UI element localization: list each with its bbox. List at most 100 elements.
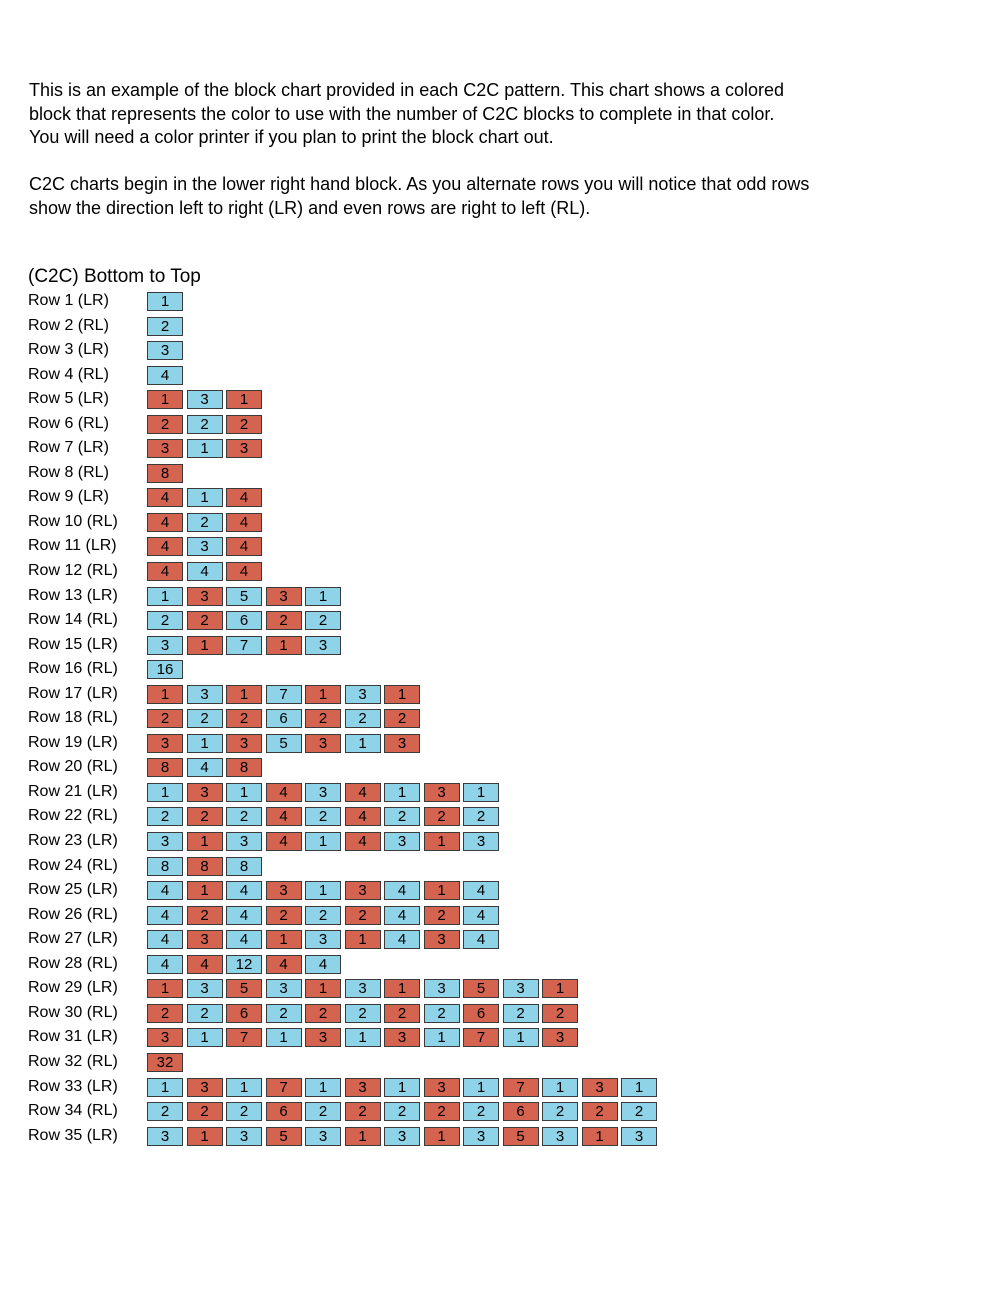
row-label: Row 31 (LR) xyxy=(28,1028,118,1046)
red-block: 2 xyxy=(186,1102,223,1122)
red-block: 1 xyxy=(344,930,381,950)
blue-block: 1 xyxy=(542,1077,578,1097)
red-block: 6 xyxy=(502,1102,539,1122)
blue-block: 1 xyxy=(502,1028,539,1048)
blue-block: 1 xyxy=(463,782,499,802)
blue-block: 2 xyxy=(147,807,183,827)
red-block: 4 xyxy=(147,512,183,532)
row-blocks: 32 xyxy=(147,1052,187,1072)
blue-block: 1 xyxy=(621,1077,657,1097)
blue-block: 1 xyxy=(226,782,262,802)
blue-block: 3 xyxy=(147,832,183,852)
blue-block: 4 xyxy=(226,905,262,925)
red-block: 3 xyxy=(581,1077,618,1097)
red-block: 2 xyxy=(226,414,262,434)
red-block: 4 xyxy=(265,807,302,827)
row-label: Row 18 (RL) xyxy=(28,709,118,727)
blue-block: 3 xyxy=(147,341,183,361)
blue-block: 1 xyxy=(305,881,341,901)
red-block: 1 xyxy=(186,881,223,901)
blue-block: 1 xyxy=(384,782,420,802)
red-block: 3 xyxy=(147,439,183,459)
red-block: 2 xyxy=(305,1003,341,1023)
row-label: Row 16 (RL) xyxy=(28,660,118,678)
red-block: 4 xyxy=(344,807,381,827)
blue-block: 2 xyxy=(344,1003,381,1023)
red-block: 1 xyxy=(147,390,183,410)
row-label: Row 17 (LR) xyxy=(28,684,118,702)
blue-block: 1 xyxy=(147,1077,183,1097)
red-block: 2 xyxy=(423,807,460,827)
row-label: Row 33 (LR) xyxy=(28,1077,118,1095)
row-label: Row 3 (LR) xyxy=(28,341,109,359)
row-label: Row 5 (LR) xyxy=(28,390,109,408)
row-label: Row 34 (RL) xyxy=(28,1102,118,1120)
blue-block: 8 xyxy=(226,856,262,876)
red-block: 3 xyxy=(265,881,302,901)
red-block: 6 xyxy=(463,1003,499,1023)
row-label: Row 11 (LR) xyxy=(28,537,117,555)
red-block: 4 xyxy=(265,954,302,974)
red-block: 3 xyxy=(186,930,223,950)
red-block: 2 xyxy=(581,1102,618,1122)
row-label: Row 22 (RL) xyxy=(28,807,118,825)
row-label: Row 27 (LR) xyxy=(28,930,118,948)
blue-block: 4 xyxy=(384,905,420,925)
red-block: 4 xyxy=(226,512,262,532)
red-block: 3 xyxy=(344,881,381,901)
red-block: 8 xyxy=(226,758,262,778)
red-block: 1 xyxy=(186,635,223,655)
blue-block: 4 xyxy=(226,930,262,950)
red-block: 4 xyxy=(226,562,262,582)
row-label: Row 19 (LR) xyxy=(28,733,118,751)
blue-block: 3 xyxy=(147,1126,183,1146)
row-label: Row 2 (RL) xyxy=(28,316,109,334)
red-block: 2 xyxy=(186,611,223,631)
blue-block: 4 xyxy=(463,930,499,950)
blue-block: 3 xyxy=(186,390,223,410)
blue-block: 3 xyxy=(186,684,223,704)
blue-block: 1 xyxy=(186,439,223,459)
red-block: 1 xyxy=(226,684,262,704)
red-block: 2 xyxy=(423,1102,460,1122)
blue-block: 1 xyxy=(305,832,341,852)
red-block: 3 xyxy=(384,733,420,753)
red-block: 2 xyxy=(186,807,223,827)
blue-block: 2 xyxy=(147,611,183,631)
red-block: 3 xyxy=(305,1028,341,1048)
red-block: 1 xyxy=(423,832,460,852)
blue-block: 2 xyxy=(621,1102,657,1122)
chart-title: (C2C) Bottom to Top xyxy=(28,266,201,287)
red-block: 4 xyxy=(265,782,302,802)
row-blocks: 4 xyxy=(147,365,187,385)
blue-block: 1 xyxy=(147,292,183,311)
blue-block: 2 xyxy=(305,611,341,631)
red-block: 2 xyxy=(344,905,381,925)
blue-block: 2 xyxy=(384,1102,420,1122)
blue-block: 1 xyxy=(147,782,183,802)
blue-block: 4 xyxy=(305,954,341,974)
row-label: Row 20 (RL) xyxy=(28,758,118,776)
row-blocks: 16 xyxy=(147,660,187,680)
blue-block: 4 xyxy=(226,881,262,901)
blue-block: 3 xyxy=(621,1126,657,1146)
red-block: 4 xyxy=(226,537,262,557)
row-label: Row 35 (LR) xyxy=(28,1126,118,1144)
red-block: 3 xyxy=(186,586,223,606)
red-block: 3 xyxy=(186,782,223,802)
blue-block: 4 xyxy=(384,930,420,950)
blue-block: 1 xyxy=(344,1028,381,1048)
blue-block: 2 xyxy=(186,1003,223,1023)
intro-paragraph-2: C2C charts begin in the lower right hand… xyxy=(29,174,810,218)
red-block: 6 xyxy=(265,1102,302,1122)
blue-block: 4 xyxy=(384,881,420,901)
blue-block: 3 xyxy=(344,684,381,704)
red-block: 1 xyxy=(384,979,420,999)
red-block: 2 xyxy=(147,709,183,729)
